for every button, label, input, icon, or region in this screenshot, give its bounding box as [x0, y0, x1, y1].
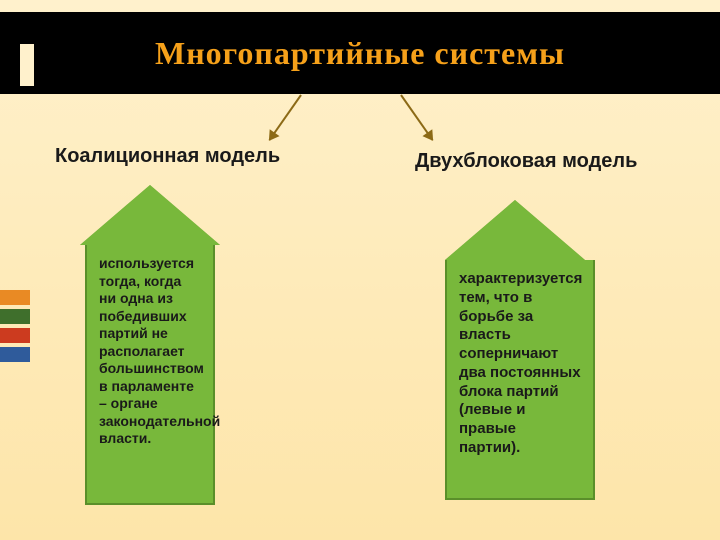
title-notch — [20, 44, 34, 86]
accent-bar — [0, 347, 30, 362]
connector-arrow-left — [269, 94, 302, 140]
left-arrow: используется тогда, когда ни одна из поб… — [80, 185, 220, 505]
arrow-head — [80, 185, 220, 245]
slide-title: Многопартийные системы — [155, 35, 565, 72]
arrow-shaft: характеризуется тем, что в борьбе за вла… — [445, 260, 595, 500]
slide: Многопартийные системы Коалиционная моде… — [0, 0, 720, 540]
arrow-shaft: используется тогда, когда ни одна из поб… — [85, 245, 215, 505]
accent-bar — [0, 309, 30, 324]
right-arrow-text: характеризуется тем, что в борьбе за вла… — [459, 270, 582, 456]
right-heading: Двухблоковая модель — [415, 150, 637, 173]
left-heading: Коалиционная модель — [55, 145, 280, 168]
accent-bar — [0, 328, 30, 343]
left-arrow-text: используется тогда, когда ни одна из поб… — [99, 255, 220, 446]
side-accents — [0, 290, 30, 366]
accent-bar — [0, 290, 30, 305]
title-bar: Многопартийные системы — [0, 12, 720, 94]
connector-arrow-right — [400, 94, 433, 140]
right-arrow: характеризуется тем, что в борьбе за вла… — [445, 200, 585, 500]
arrow-head — [445, 200, 585, 260]
